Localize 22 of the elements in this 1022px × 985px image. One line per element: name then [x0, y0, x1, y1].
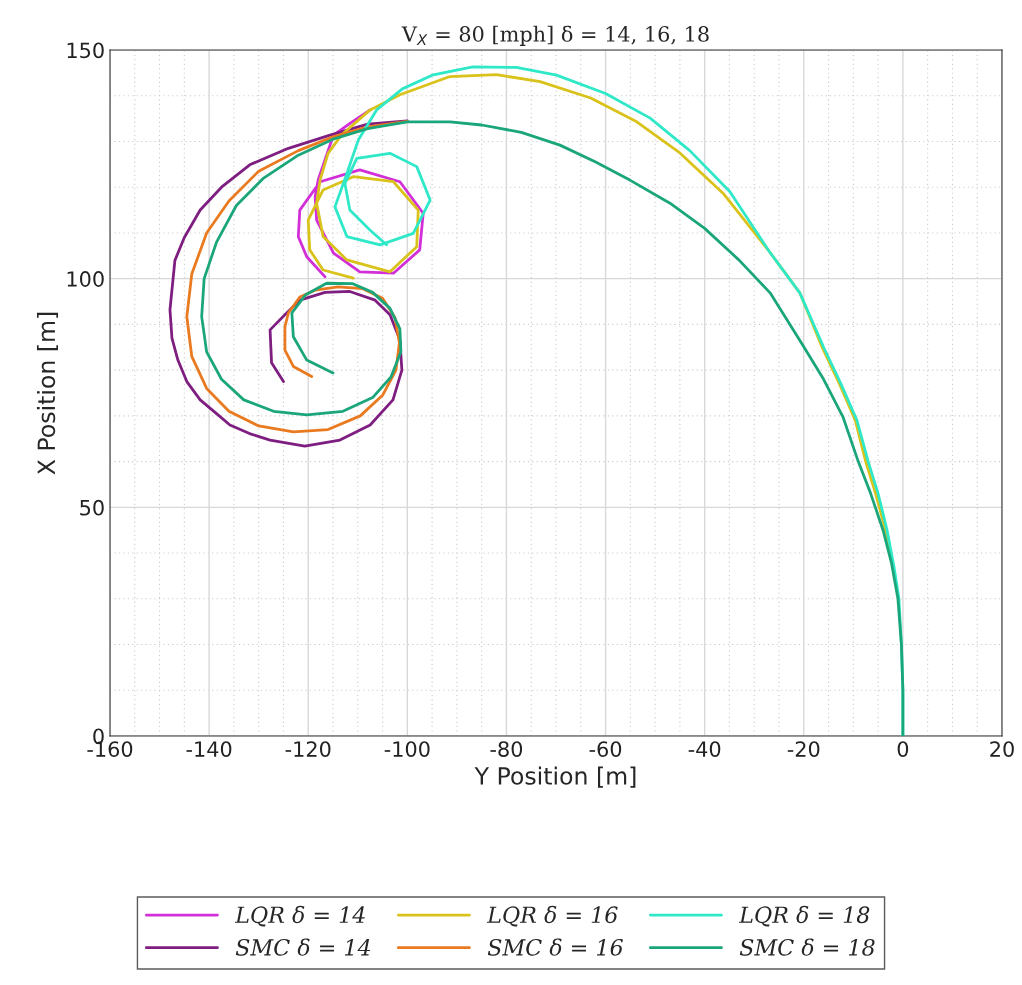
x-tick-label: -120 — [285, 741, 331, 757]
x-tick-label: -80 — [490, 741, 523, 757]
x-tick-label: -20 — [787, 741, 820, 757]
x-tick-label: 20 — [990, 741, 1014, 757]
x-tick-label: -60 — [589, 741, 622, 757]
legend-label: LQR δ = 18 — [738, 905, 870, 927]
y-tick-label: 50 — [80, 499, 104, 516]
legend-label: LQR δ = 14 — [234, 905, 365, 927]
x-tick-label: -40 — [688, 741, 721, 757]
legend-label: SMC δ = 14 — [235, 938, 371, 956]
x-axis-title: Y Position [m] — [474, 766, 636, 788]
x-tick-label: -100 — [384, 741, 430, 757]
legend-label: SMC δ = 16 — [487, 938, 623, 956]
y-axis-title: X Position [m] — [36, 312, 59, 475]
chart-title: V$_{X}$ = 80 [mph] δ = 14, 16, 18 — [401, 25, 709, 46]
legend-label: SMC δ = 18 — [739, 938, 875, 956]
legend-label: LQR δ = 16 — [486, 905, 618, 927]
x-tick-label: -140 — [186, 741, 232, 757]
line-series — [200, 120, 905, 736]
y-tick-label: 100 — [67, 271, 104, 287]
y-tick-label: 150 — [67, 42, 104, 59]
x-tick-label: 0 — [897, 741, 909, 757]
